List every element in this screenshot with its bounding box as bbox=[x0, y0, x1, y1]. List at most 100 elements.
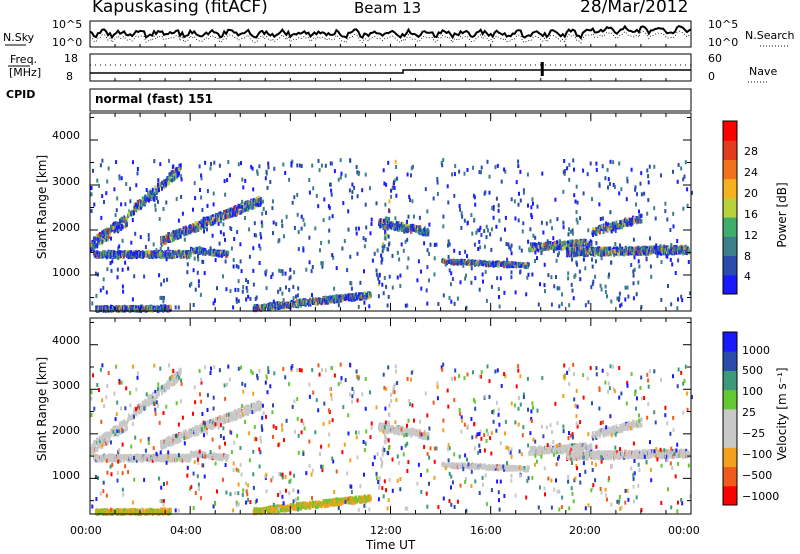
power-cell bbox=[371, 258, 374, 263]
power-cell bbox=[335, 266, 338, 271]
power-cell bbox=[616, 246, 619, 251]
power-cell bbox=[133, 202, 136, 207]
power-cell bbox=[248, 254, 251, 259]
power-cell bbox=[277, 239, 280, 244]
velocity-cell bbox=[168, 385, 170, 390]
power-cell bbox=[459, 207, 462, 212]
power-cell bbox=[447, 200, 450, 205]
power-cell bbox=[670, 247, 673, 252]
power-cell bbox=[594, 274, 597, 279]
power-cell bbox=[569, 229, 572, 234]
power-cell bbox=[497, 203, 500, 208]
power-cell bbox=[442, 158, 445, 162]
power-cell bbox=[417, 259, 420, 264]
velocity-cell bbox=[92, 445, 95, 450]
power-cell bbox=[242, 185, 245, 190]
power-cell bbox=[135, 305, 138, 310]
power-cell bbox=[212, 301, 215, 306]
power-cell bbox=[459, 280, 462, 285]
power-cell bbox=[559, 239, 562, 244]
power-cell bbox=[106, 237, 109, 241]
power-cell bbox=[420, 228, 423, 233]
power-cell bbox=[534, 250, 537, 255]
power-cell bbox=[168, 253, 171, 258]
velocity-cell bbox=[188, 458, 191, 463]
power-cell bbox=[570, 244, 573, 248]
power-cell bbox=[169, 305, 172, 310]
velocity-cell bbox=[156, 393, 159, 398]
power-cell bbox=[128, 211, 130, 216]
power-cell bbox=[387, 294, 390, 299]
power-cell bbox=[197, 227, 200, 232]
power-cell bbox=[219, 219, 222, 224]
power-cell bbox=[281, 219, 283, 224]
power-cell bbox=[116, 267, 119, 272]
velocity-cell bbox=[153, 456, 155, 461]
power-cell bbox=[472, 165, 474, 170]
power-cell bbox=[592, 232, 595, 237]
power-cell bbox=[496, 163, 499, 168]
power-cell bbox=[632, 269, 635, 274]
power-cell bbox=[626, 176, 629, 181]
power-cell bbox=[458, 203, 461, 208]
velocity-cell bbox=[155, 458, 158, 463]
power-cell bbox=[527, 239, 530, 244]
power-cell bbox=[602, 230, 605, 234]
power-cell bbox=[370, 217, 373, 222]
velocity-cell bbox=[160, 387, 163, 392]
power-cell bbox=[105, 191, 108, 196]
power-cell bbox=[387, 242, 390, 247]
power-cell bbox=[110, 304, 112, 309]
power-cell bbox=[282, 298, 285, 303]
power-cell bbox=[305, 267, 308, 272]
power-cell bbox=[536, 256, 538, 261]
power-cell bbox=[600, 287, 603, 292]
power-cell bbox=[232, 264, 235, 269]
power-cell bbox=[653, 164, 656, 169]
power-cell bbox=[319, 248, 321, 253]
power-cell bbox=[608, 181, 611, 186]
power-cell bbox=[237, 288, 240, 292]
power-cell bbox=[300, 164, 303, 168]
power-cell bbox=[94, 271, 97, 276]
power-cell bbox=[578, 269, 581, 274]
power-cell bbox=[462, 263, 465, 268]
power-cell bbox=[206, 203, 209, 208]
power-cell bbox=[178, 171, 181, 176]
power-cell bbox=[193, 181, 196, 186]
power-cell bbox=[643, 191, 646, 196]
power-cell bbox=[129, 186, 132, 191]
power-cell bbox=[202, 216, 205, 221]
power-cell bbox=[292, 284, 295, 289]
power-cell bbox=[639, 181, 642, 186]
power-cell bbox=[618, 225, 621, 230]
power-cell bbox=[568, 251, 571, 256]
power-cell bbox=[258, 243, 261, 248]
power-cell bbox=[413, 214, 415, 219]
power-cell bbox=[256, 169, 259, 174]
power-cell bbox=[632, 281, 635, 286]
velocity-cell bbox=[101, 434, 104, 439]
power-cell bbox=[167, 251, 170, 256]
power-cell bbox=[235, 300, 238, 304]
power-cell bbox=[91, 245, 94, 250]
power-cell bbox=[106, 230, 109, 235]
power-cell bbox=[618, 291, 621, 296]
power-cell bbox=[664, 209, 667, 214]
power-cell bbox=[517, 159, 520, 164]
power-cell bbox=[140, 200, 143, 205]
velocity-cell bbox=[118, 431, 120, 436]
power-cell bbox=[394, 226, 397, 231]
power-cell bbox=[400, 242, 403, 247]
power-cell bbox=[510, 275, 513, 280]
power-cell bbox=[267, 165, 270, 170]
power-cell bbox=[194, 228, 197, 233]
velocity-cell bbox=[123, 428, 126, 433]
power-cell bbox=[180, 177, 183, 182]
power-cell bbox=[545, 221, 548, 226]
power-cell bbox=[523, 262, 526, 267]
power-cell bbox=[276, 301, 279, 306]
velocity-cell bbox=[179, 370, 182, 375]
velocity-cell bbox=[165, 386, 168, 391]
